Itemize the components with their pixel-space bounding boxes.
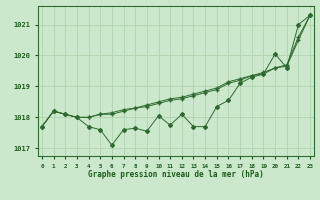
X-axis label: Graphe pression niveau de la mer (hPa): Graphe pression niveau de la mer (hPa) bbox=[88, 170, 264, 179]
